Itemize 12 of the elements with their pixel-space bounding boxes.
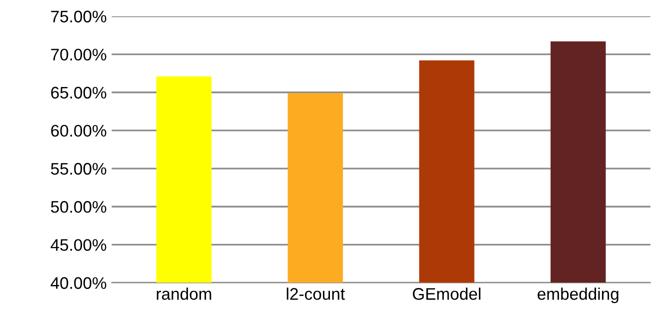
y-tick-label: 55.00% (50, 162, 106, 175)
y-tick-label: 70.00% (51, 48, 106, 61)
y-tick-label: 50.00% (50, 201, 106, 213)
x-tick-label: embedding (538, 288, 618, 304)
y-tick-label: 45.00% (50, 239, 106, 251)
x-tick-label: GEmodel (412, 288, 480, 300)
x-tick-label: l2-count (286, 288, 345, 300)
y-tick-label: 65.00% (51, 86, 106, 99)
x-tick-label: random (156, 288, 212, 300)
y-tick-label: 60.00% (51, 124, 106, 137)
y-tick-label: 40.00% (50, 277, 106, 289)
y-tick-label: 75.00% (51, 10, 106, 22)
